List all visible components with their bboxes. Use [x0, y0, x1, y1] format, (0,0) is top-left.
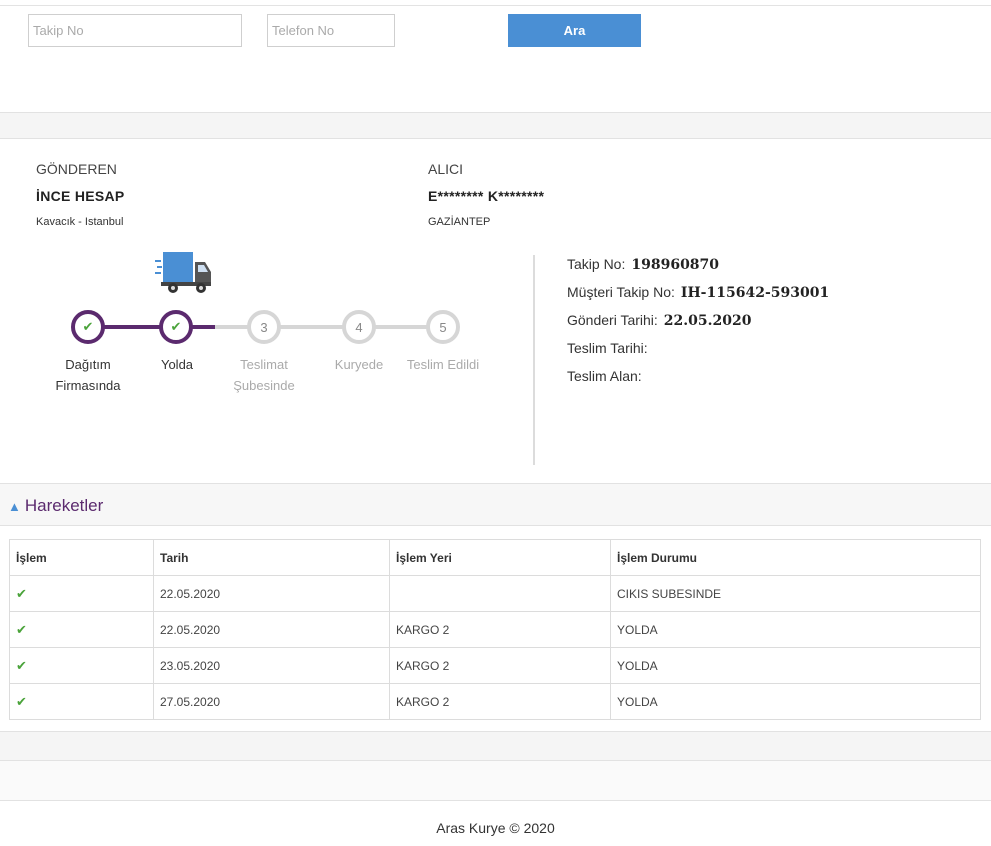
row-place: KARGO 2	[389, 611, 611, 648]
takip-no-input[interactable]	[28, 14, 242, 47]
row-status-cell: ✔	[9, 683, 154, 720]
teslim-tarihi-row: Teslim Tarihi:	[567, 340, 648, 356]
musteri-takip-value: IH-115642-593001	[680, 285, 830, 301]
chevron-up-icon: ▲	[8, 498, 21, 514]
step-4-label: Kuryede	[334, 357, 384, 372]
row-status-cell: ✔	[9, 647, 154, 684]
telefon-no-input[interactable]	[267, 14, 395, 47]
step-1-label-line1: Dağıtım	[65, 357, 111, 372]
row-status: YOLDA	[610, 611, 981, 648]
receiver-name: E******** K********	[428, 188, 545, 204]
step-5-label: Teslim Edildi	[406, 357, 480, 372]
row-status-cell: ✔	[9, 611, 154, 648]
gonderi-tarihi-label: Gönderi Tarihi:	[567, 312, 658, 328]
step-3-label-line1: Teslimat	[240, 357, 288, 372]
truck-icon	[155, 252, 211, 293]
footer-band-top	[0, 731, 991, 761]
teslim-tarihi-label: Teslim Tarihi:	[567, 340, 648, 356]
step-1-check-icon: ✔	[71, 310, 105, 344]
row-status: YOLDA	[610, 683, 981, 720]
step-2-check-icon: ✔	[159, 310, 193, 344]
step-3-label: Teslimat Şubesinde	[219, 354, 309, 396]
movements-title: Hareketler	[24, 496, 104, 515]
vertical-divider	[533, 255, 535, 465]
row-status: YOLDA	[610, 647, 981, 684]
gonderi-tarihi-row: Gönderi Tarihi: 22.05.2020	[567, 312, 751, 329]
check-icon: ✔	[16, 693, 27, 709]
search-button[interactable]: Ara	[508, 14, 641, 47]
check-icon: ✔	[16, 585, 27, 601]
progress-line-done	[88, 325, 215, 329]
takip-no-row: Takip No: 198960870	[567, 256, 719, 273]
takip-no-label: Takip No:	[567, 256, 626, 272]
gonderi-tarihi-value: 22.05.2020	[663, 313, 752, 329]
row-date: 22.05.2020	[153, 611, 390, 648]
column-header-tarih: Tarih	[153, 539, 390, 576]
musteri-takip-row: Müşteri Takip No: IH-115642-593001	[567, 284, 829, 301]
column-header-islem-yeri: İşlem Yeri	[389, 539, 611, 576]
step-3-marker: 3	[247, 310, 281, 344]
row-place: KARGO 2	[389, 683, 611, 720]
column-header-islem: İşlem	[9, 539, 154, 576]
row-date: 22.05.2020	[153, 575, 390, 612]
column-header-islem-durumu: İşlem Durumu	[610, 539, 981, 576]
footer-band-bottom	[0, 761, 991, 801]
step-1-label: Dağıtım Firmasında	[43, 354, 133, 396]
table-row: ✔ 22.05.2020 KARGO 2 YOLDA	[9, 611, 981, 648]
movements-header-band	[0, 483, 991, 526]
sender-name: İNCE HESAP	[36, 188, 125, 204]
check-icon: ✔	[16, 621, 27, 637]
section-divider-band	[0, 112, 991, 139]
receiver-label: ALICI	[428, 161, 464, 177]
musteri-takip-label: Müşteri Takip No:	[567, 284, 675, 300]
row-place: KARGO 2	[389, 647, 611, 684]
step-2-label: Yolda	[160, 357, 194, 372]
teslim-alan-label: Teslim Alan:	[567, 368, 642, 384]
step-1-label-line2: Firmasında	[55, 378, 121, 393]
table-row: ✔ 27.05.2020 KARGO 2 YOLDA	[9, 683, 981, 720]
takip-no-value: 198960870	[631, 257, 720, 273]
teslim-alan-row: Teslim Alan:	[567, 368, 642, 384]
row-date: 27.05.2020	[153, 683, 390, 720]
row-status-cell: ✔	[9, 575, 154, 612]
progress-line-todo	[215, 325, 443, 329]
receiver-location: GAZİANTEP	[428, 216, 491, 228]
step-5-marker: 5	[426, 310, 460, 344]
footer-copyright: Aras Kurye © 2020	[436, 820, 555, 836]
check-icon: ✔	[16, 657, 27, 673]
movements-toggle[interactable]: ▲ Hareketler	[8, 496, 103, 516]
table-row: ✔ 23.05.2020 KARGO 2 YOLDA	[9, 647, 981, 684]
movements-table: İşlem Tarih İşlem Yeri İşlem Durumu ✔ 22…	[9, 539, 981, 720]
step-3-label-line2: Şubesinde	[233, 378, 295, 393]
sender-label: GÖNDEREN	[36, 161, 117, 177]
sender-location: Kavacık - Istanbul	[36, 216, 124, 228]
row-place	[389, 575, 611, 612]
row-status: CIKIS SUBESINDE	[610, 575, 981, 612]
row-date: 23.05.2020	[153, 647, 390, 684]
step-4-marker: 4	[342, 310, 376, 344]
top-divider	[0, 5, 991, 6]
table-header-row: İşlem Tarih İşlem Yeri İşlem Durumu	[9, 539, 981, 576]
table-row: ✔ 22.05.2020 CIKIS SUBESINDE	[9, 575, 981, 612]
